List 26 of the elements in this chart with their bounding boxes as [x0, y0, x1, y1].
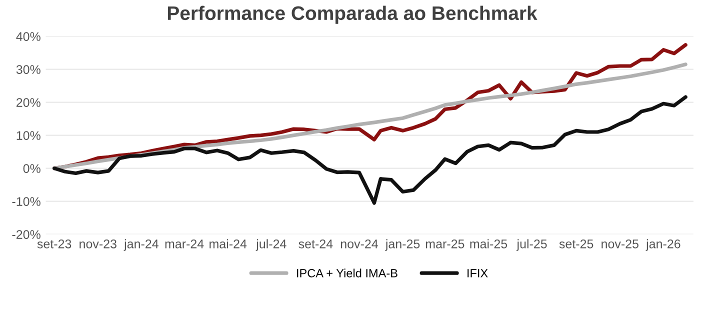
x-tick-label: jan-24	[124, 239, 158, 251]
x-tick-label: mai-25	[470, 239, 508, 248]
y-tick-label: 40%	[16, 32, 40, 41]
x-tick-label: mar-25	[426, 239, 464, 248]
legend-label: IPCA + Yield IMA-B	[297, 268, 398, 278]
x-tick-label: set-24	[298, 239, 333, 248]
line-series	[52, 95, 688, 205]
x-tick-label: jul-24	[256, 239, 286, 251]
x-tick-label: nov-24	[340, 239, 378, 248]
y-tick-label: 10%	[16, 131, 40, 140]
y-tick-label: -20%	[12, 230, 40, 239]
y-tick-label: -10%	[12, 197, 40, 206]
x-tick-label: set-23	[37, 239, 72, 248]
y-tick-label: 30%	[16, 65, 40, 74]
y-tick-label: 20%	[16, 98, 40, 107]
x-tick-label: set-25	[559, 239, 594, 248]
x-tick-label: jan-25	[385, 239, 420, 251]
chart-title: Performance Comparada ao Benchmark	[168, 6, 538, 24]
x-tick-label: mar-24	[165, 239, 204, 248]
x-tick-label: jan-26	[646, 239, 680, 251]
x-tick-label: mai-24	[210, 239, 247, 248]
x-tick-label: jul-25	[516, 239, 547, 251]
x-tick-label: nov-23	[80, 239, 116, 248]
legend-label: IFIX	[468, 269, 488, 278]
x-tick-label: nov-25	[602, 239, 638, 248]
y-tick-label: 0%	[23, 164, 40, 173]
